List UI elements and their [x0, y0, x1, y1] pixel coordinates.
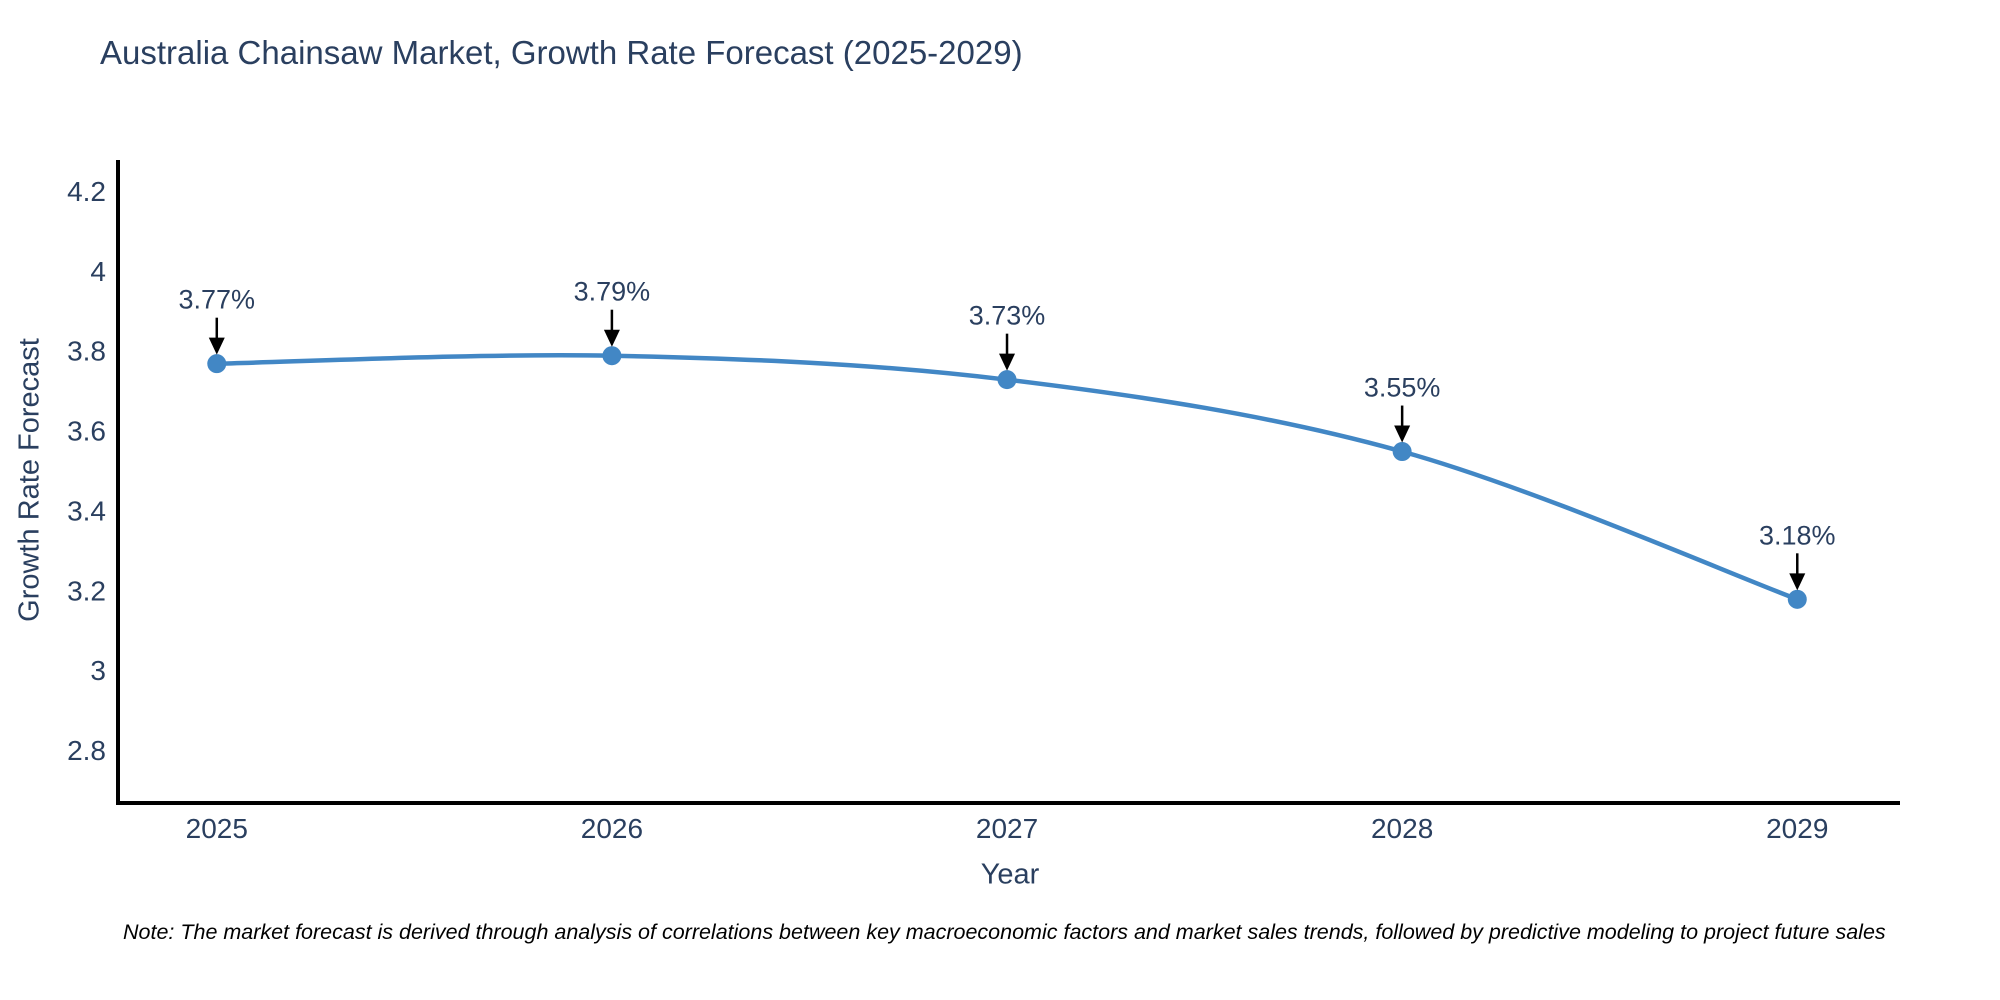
- annotation-arrowhead: [1394, 425, 1411, 443]
- y-axis-title: Growth Rate Forecast: [13, 338, 46, 622]
- annotation-arrowhead: [603, 329, 620, 347]
- footnote: Note: The market forecast is derived thr…: [123, 920, 1886, 944]
- point-value-label: 3.79%: [574, 277, 651, 307]
- point-value-label: 3.73%: [969, 301, 1046, 331]
- data-point[interactable]: [1787, 589, 1807, 609]
- y-tick-label: 2.8: [67, 735, 106, 766]
- x-tick-label: 2027: [976, 813, 1038, 844]
- data-point[interactable]: [1392, 442, 1412, 462]
- point-value-label: 3.18%: [1759, 520, 1836, 550]
- y-tick-label: 4.2: [67, 176, 106, 207]
- x-axis-title: Year: [980, 858, 1040, 891]
- y-tick-label: 4: [90, 256, 106, 287]
- trend-line: [216, 352, 1799, 602]
- x-tick-label: 2025: [186, 813, 248, 844]
- y-tick-label: 3.4: [67, 495, 106, 526]
- point-value-label: 3.77%: [178, 285, 255, 315]
- y-tick-label: 3.6: [67, 416, 106, 447]
- y-tick-label: 3.2: [67, 575, 106, 606]
- x-tick-label: 2029: [1766, 813, 1828, 844]
- y-tick-label: 3: [90, 655, 106, 686]
- annotation-arrowhead: [208, 337, 225, 355]
- data-point[interactable]: [207, 354, 227, 374]
- point-value-label: 3.55%: [1364, 373, 1441, 403]
- data-point[interactable]: [997, 370, 1017, 390]
- x-tick-label: 2028: [1371, 813, 1433, 844]
- annotation-arrowhead: [1789, 573, 1806, 591]
- x-tick-label: 2026: [581, 813, 643, 844]
- data-point[interactable]: [602, 346, 622, 366]
- chart-title: Australia Chainsaw Market, Growth Rate F…: [100, 34, 1023, 71]
- annotation-arrowhead: [999, 353, 1016, 371]
- y-tick-label: 3.8: [67, 336, 106, 367]
